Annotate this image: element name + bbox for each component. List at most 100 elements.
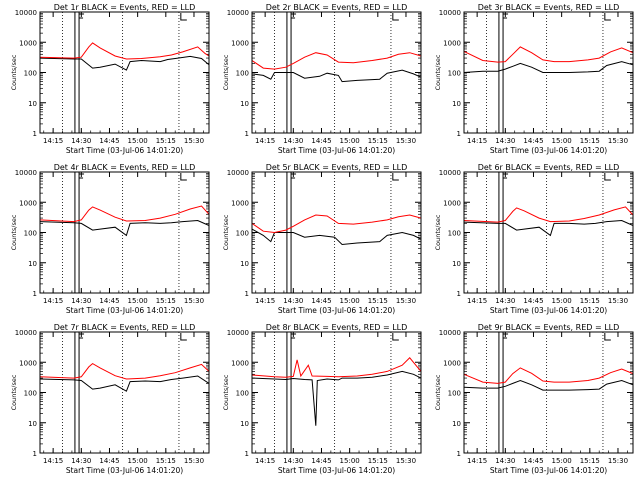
y-tick-label: 10000: [15, 329, 37, 337]
x-tick-label: 14:15: [255, 297, 275, 305]
bracket-marker: [604, 173, 611, 181]
y-tick-label: 100: [24, 70, 37, 78]
x-tick-label: 15:15: [156, 457, 176, 465]
x-tick-label: 15:00: [552, 457, 572, 465]
x-tick-label: 15:30: [184, 297, 204, 305]
x-tick-label: 14:45: [99, 457, 119, 465]
y-tick-label: 10: [240, 260, 249, 268]
x-tick-label: 15:15: [580, 457, 600, 465]
x-axis-label: Start Time (03-Jul-06 14:01:20): [490, 146, 607, 155]
x-tick-label: 14:30: [71, 297, 91, 305]
y-tick-label: 100: [448, 70, 461, 78]
series-line-events: [251, 370, 422, 426]
x-tick-label: 15:00: [340, 297, 360, 305]
y-tick-label: 100: [236, 390, 249, 398]
x-tick-label: 14:15: [43, 457, 63, 465]
bracket-marker: [604, 13, 611, 21]
x-tick-label: 14:30: [283, 457, 303, 465]
bracket-marker: [392, 13, 399, 21]
series-line-lld: [251, 52, 422, 70]
y-tick-label: 10: [452, 260, 461, 268]
flag-marker: [503, 333, 509, 339]
series-line-lld: [39, 205, 210, 223]
x-tick-label: 14:30: [71, 457, 91, 465]
plot-frame: [463, 11, 634, 134]
series-line-events: [463, 219, 634, 237]
x-tick-label: 15:30: [608, 297, 628, 305]
bracket-marker: [392, 333, 399, 341]
y-tick-label: 100: [236, 230, 249, 238]
panel-title: Det 5r BLACK = Events, RED = LLD: [266, 163, 408, 172]
y-tick-label: 1: [33, 130, 37, 138]
x-tick-label: 14:30: [495, 457, 515, 465]
x-tick-label: 14:45: [523, 137, 543, 145]
x-tick-label: 15:00: [340, 137, 360, 145]
x-tick-label: 14:45: [311, 297, 331, 305]
x-tick-label: 15:30: [396, 137, 416, 145]
series-line-events: [463, 379, 634, 391]
y-tick-label: 10000: [227, 169, 249, 177]
y-axis-label: Counts/sec: [434, 54, 442, 90]
flag-marker: [503, 173, 509, 179]
plot-frame: [251, 331, 422, 454]
y-axis-label: Counts/sec: [222, 214, 230, 250]
x-tick-label: 14:45: [99, 297, 119, 305]
x-tick-label: 14:15: [43, 137, 63, 145]
bracket-marker: [180, 13, 187, 21]
y-tick-label: 1: [457, 450, 461, 458]
y-axis-label: Counts/sec: [10, 374, 18, 410]
y-tick-label: 1000: [443, 39, 461, 47]
series-line-lld: [463, 367, 634, 384]
x-axis-label: Start Time (03-Jul-06 14:01:20): [278, 466, 395, 475]
bracket-marker: [180, 173, 187, 181]
x-tick-label: 14:30: [495, 137, 515, 145]
x-tick-label: 14:30: [71, 137, 91, 145]
series-line-lld: [463, 46, 634, 63]
y-tick-label: 10: [240, 420, 249, 428]
panel-title: Det 7r BLACK = Events, RED = LLD: [54, 323, 196, 332]
x-tick-label: 15:00: [552, 137, 572, 145]
x-tick-label: 15:15: [368, 297, 388, 305]
y-axis-label: Counts/sec: [434, 214, 442, 250]
x-tick-label: 14:45: [311, 457, 331, 465]
panel-det-6: Det 6r BLACK = Events, RED = LLD 1 10 100 10…: [434, 163, 634, 315]
panel-title: Det 9r BLACK = Events, RED = LLD: [478, 323, 620, 332]
y-tick-label: 10: [240, 100, 249, 108]
x-tick-label: 15:30: [184, 137, 204, 145]
y-tick-label: 100: [448, 230, 461, 238]
panel-title: Det 3r BLACK = Events, RED = LLD: [478, 3, 620, 12]
x-tick-label: 15:15: [368, 457, 388, 465]
flag-marker: [79, 173, 85, 179]
x-tick-label: 15:30: [184, 457, 204, 465]
plot-frame: [251, 171, 422, 294]
plot-frame: [39, 11, 210, 134]
series-line-events: [251, 228, 422, 246]
y-axis-label: Counts/sec: [222, 54, 230, 90]
x-tick-label: 14:45: [311, 137, 331, 145]
y-tick-label: 1: [33, 290, 37, 298]
x-axis-label: Start Time (03-Jul-06 14:01:20): [66, 146, 183, 155]
series-line-events: [39, 375, 210, 392]
panel-title: Det 4r BLACK = Events, RED = LLD: [54, 163, 196, 172]
x-tick-label: 15:30: [608, 457, 628, 465]
y-tick-label: 1000: [443, 359, 461, 367]
plot-frame: [463, 331, 634, 454]
y-tick-label: 10: [452, 100, 461, 108]
x-axis-label: Start Time (03-Jul-06 14:01:20): [490, 466, 607, 475]
panel-title: Det 6r BLACK = Events, RED = LLD: [478, 163, 620, 172]
y-tick-label: 100: [24, 230, 37, 238]
y-tick-label: 10000: [439, 169, 461, 177]
y-tick-label: 1: [457, 290, 461, 298]
x-tick-label: 14:30: [283, 297, 303, 305]
plot-frame: [463, 171, 634, 294]
panel-det-5: Det 5r BLACK = Events, RED = LLD 1 10 100 10…: [222, 163, 422, 315]
x-tick-label: 14:30: [495, 297, 515, 305]
bracket-marker: [180, 333, 187, 341]
series-line-events: [463, 61, 634, 73]
y-tick-label: 1: [245, 290, 249, 298]
y-tick-label: 10: [452, 420, 461, 428]
y-tick-label: 1: [245, 450, 249, 458]
panel-det-1: Det 1r BLACK = Events, RED = LLD 1 10 100 10…: [10, 3, 210, 155]
x-tick-label: 15:15: [156, 297, 176, 305]
